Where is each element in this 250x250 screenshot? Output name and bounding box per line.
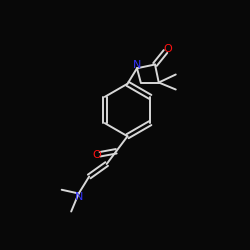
- Text: N: N: [133, 60, 141, 70]
- Text: O: O: [92, 150, 102, 160]
- Text: N: N: [74, 192, 83, 202]
- Text: O: O: [163, 44, 172, 54]
